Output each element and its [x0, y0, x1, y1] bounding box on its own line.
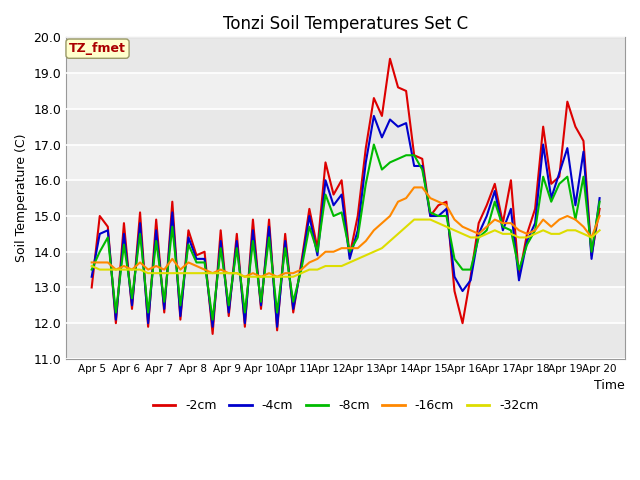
Bar	[67, 288, 625, 323]
-8cm	[596, 199, 604, 204]
Bar	[67, 109, 625, 144]
-32cm	[305, 267, 313, 273]
-4cm	[596, 195, 604, 201]
Title: Tonzi Soil Temperatures Set C: Tonzi Soil Temperatures Set C	[223, 15, 468, 33]
-4cm	[370, 113, 378, 119]
-8cm	[209, 317, 216, 323]
-2cm	[596, 206, 604, 212]
-32cm	[378, 245, 386, 251]
-2cm	[152, 216, 160, 222]
-2cm	[378, 113, 386, 119]
Line: -8cm: -8cm	[92, 144, 600, 320]
-16cm	[346, 245, 353, 251]
-4cm	[426, 213, 434, 219]
-16cm	[596, 213, 604, 219]
Bar	[67, 216, 625, 252]
Line: -16cm: -16cm	[92, 187, 600, 277]
-4cm	[386, 117, 394, 122]
-32cm	[346, 260, 353, 265]
-2cm	[305, 206, 313, 212]
-8cm	[370, 142, 378, 147]
-32cm	[88, 263, 95, 269]
Bar	[67, 37, 625, 73]
-2cm	[426, 213, 434, 219]
Legend: -2cm, -4cm, -8cm, -16cm, -32cm: -2cm, -4cm, -8cm, -16cm, -32cm	[148, 394, 543, 417]
-16cm	[435, 199, 442, 204]
-16cm	[426, 195, 434, 201]
Line: -2cm: -2cm	[92, 59, 600, 334]
-8cm	[305, 224, 313, 229]
-2cm	[386, 56, 394, 61]
-16cm	[152, 263, 160, 269]
-32cm	[241, 274, 249, 280]
-4cm	[88, 274, 95, 280]
-4cm	[152, 228, 160, 233]
Bar	[67, 144, 625, 180]
-16cm	[88, 260, 95, 265]
-32cm	[410, 216, 418, 222]
-8cm	[152, 238, 160, 244]
Bar	[67, 323, 625, 359]
Line: -32cm: -32cm	[92, 219, 600, 277]
-16cm	[241, 274, 249, 280]
Line: -4cm: -4cm	[92, 116, 600, 327]
Text: TZ_fmet: TZ_fmet	[69, 42, 126, 55]
Bar	[67, 252, 625, 288]
-4cm	[305, 213, 313, 219]
Bar	[67, 180, 625, 216]
-32cm	[596, 228, 604, 233]
-2cm	[346, 252, 353, 258]
-16cm	[378, 220, 386, 226]
Y-axis label: Soil Temperature (C): Soil Temperature (C)	[15, 134, 28, 263]
-8cm	[88, 267, 95, 273]
-32cm	[152, 270, 160, 276]
-8cm	[386, 159, 394, 165]
-8cm	[346, 249, 353, 254]
-8cm	[435, 213, 442, 219]
-4cm	[209, 324, 216, 330]
-2cm	[435, 203, 442, 208]
X-axis label: Time: Time	[595, 379, 625, 392]
-32cm	[435, 220, 442, 226]
-2cm	[88, 285, 95, 290]
-16cm	[410, 184, 418, 190]
-4cm	[346, 256, 353, 262]
-16cm	[305, 260, 313, 265]
-2cm	[209, 331, 216, 337]
-32cm	[426, 216, 434, 222]
-8cm	[426, 210, 434, 216]
Bar	[67, 73, 625, 109]
-4cm	[435, 213, 442, 219]
